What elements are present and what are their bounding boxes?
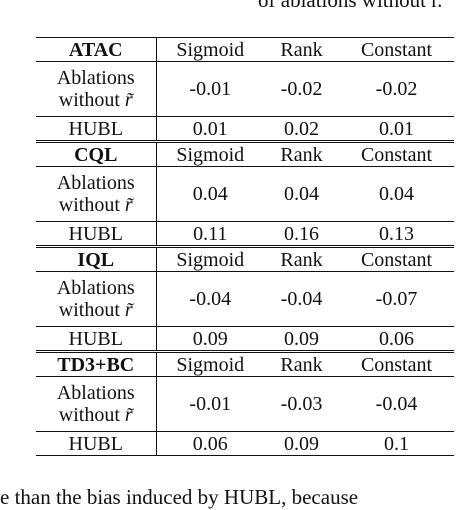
- column-header-sigmoid: Sigmoid: [156, 350, 264, 377]
- ablation-row: Ablations without r̃ -0.01 -0.03 -0.04: [36, 376, 454, 432]
- ablation-row-label: Ablations without r̃: [36, 61, 157, 117]
- table-cell: 0.04: [379, 183, 414, 205]
- ablation-label-line1: Ablations: [56, 382, 135, 404]
- algorithm-name: ATAC: [36, 37, 157, 62]
- hubl-row: HUBL 0.01 0.02 0.01: [36, 116, 454, 142]
- ablation-label-line2: without: [58, 299, 120, 321]
- hubl-row-label: HUBL: [36, 326, 157, 352]
- hubl-row-label: HUBL: [36, 116, 157, 142]
- table-cell: -0.02: [280, 78, 323, 100]
- ablation-row-label: Ablations without r̃: [36, 376, 157, 432]
- table-cell: 0.06: [156, 431, 264, 456]
- column-header-rank: Rank: [264, 140, 339, 167]
- block-header-row: TD3+BC Sigmoid Rank Constant: [36, 350, 454, 377]
- table-cell: 0.04: [192, 183, 228, 205]
- table-cell: -0.02: [375, 78, 418, 100]
- column-header-constant: Constant: [339, 140, 454, 167]
- r-tilde-symbol: r̃: [124, 404, 133, 426]
- results-table: ATAC Sigmoid Rank Constant Ablations wit…: [36, 37, 454, 456]
- table-cell: -0.01: [189, 393, 232, 415]
- table-cell: 0.13: [339, 221, 454, 247]
- ablation-label-line2: without: [58, 194, 120, 216]
- table-cell: 0.02: [264, 116, 339, 142]
- hubl-row: HUBL 0.06 0.09 0.1: [36, 431, 454, 456]
- table-cell: -0.03: [280, 393, 323, 415]
- r-tilde-symbol: r̃: [124, 89, 133, 111]
- table-cell: 0.09: [156, 326, 264, 352]
- r-tilde-symbol: r̃: [124, 299, 133, 321]
- table-cell: 0.01: [156, 116, 264, 142]
- table-cell: 0.01: [339, 116, 454, 142]
- results-table-container: ATAC Sigmoid Rank Constant Ablations wit…: [36, 37, 454, 456]
- ablation-row: Ablations without r̃ -0.01 -0.02 -0.02: [36, 61, 454, 117]
- table-cell: -0.01: [189, 78, 232, 100]
- table-cell: -0.07: [375, 288, 418, 310]
- column-header-rank: Rank: [264, 350, 339, 377]
- ablation-row: Ablations without r̃ -0.04 -0.04 -0.07: [36, 271, 454, 327]
- column-header-rank: Rank: [264, 245, 339, 272]
- algorithm-name: CQL: [36, 140, 157, 167]
- body-text-fragment: e than the bias induced by HUBL, because: [0, 485, 359, 509]
- ablation-label-line1: Ablations: [56, 172, 135, 194]
- block-header-row: ATAC Sigmoid Rank Constant: [36, 37, 454, 62]
- table-cell: 0.16: [264, 221, 339, 247]
- column-header-rank: Rank: [264, 37, 339, 62]
- table-cell: 0.11: [156, 221, 264, 247]
- column-header-constant: Constant: [339, 37, 454, 62]
- column-header-sigmoid: Sigmoid: [156, 140, 264, 167]
- ablation-row-label: Ablations without r̃: [36, 166, 157, 222]
- ablation-label-line2: without: [58, 89, 120, 111]
- table-cell: 0.09: [264, 326, 339, 352]
- ablation-row: Ablations without r̃ 0.04 0.04 0.04: [36, 166, 454, 222]
- algorithm-name: IQL: [36, 245, 157, 272]
- column-header-constant: Constant: [339, 245, 454, 272]
- r-tilde-symbol: r̃: [124, 194, 133, 216]
- table-cell: -0.04: [189, 288, 232, 310]
- table-cell: 0.1: [339, 431, 454, 456]
- hubl-row: HUBL 0.09 0.09 0.06: [36, 326, 454, 352]
- algorithm-name: TD3+BC: [36, 350, 157, 377]
- table-cell: -0.04: [375, 393, 418, 415]
- ablation-row-label: Ablations without r̃: [36, 271, 157, 327]
- hubl-row-label: HUBL: [36, 221, 157, 247]
- block-header-row: CQL Sigmoid Rank Constant: [36, 140, 454, 167]
- table-cell: 0.04: [284, 183, 319, 205]
- ablation-label-line1: Ablations: [56, 277, 135, 299]
- column-header-sigmoid: Sigmoid: [156, 245, 264, 272]
- table-cell: 0.06: [339, 326, 454, 352]
- ablation-label-line2: without: [58, 404, 120, 426]
- block-header-row: IQL Sigmoid Rank Constant: [36, 245, 454, 272]
- hubl-row: HUBL 0.11 0.16 0.13: [36, 221, 454, 247]
- table-cell: 0.09: [264, 431, 339, 456]
- ablation-label-line1: Ablations: [56, 67, 135, 89]
- column-header-constant: Constant: [339, 350, 454, 377]
- hubl-row-label: HUBL: [36, 431, 157, 456]
- table-cell: -0.04: [280, 288, 323, 310]
- column-header-sigmoid: Sigmoid: [156, 37, 264, 62]
- table-caption-fragment: of ablations without r̃.: [258, 0, 443, 12]
